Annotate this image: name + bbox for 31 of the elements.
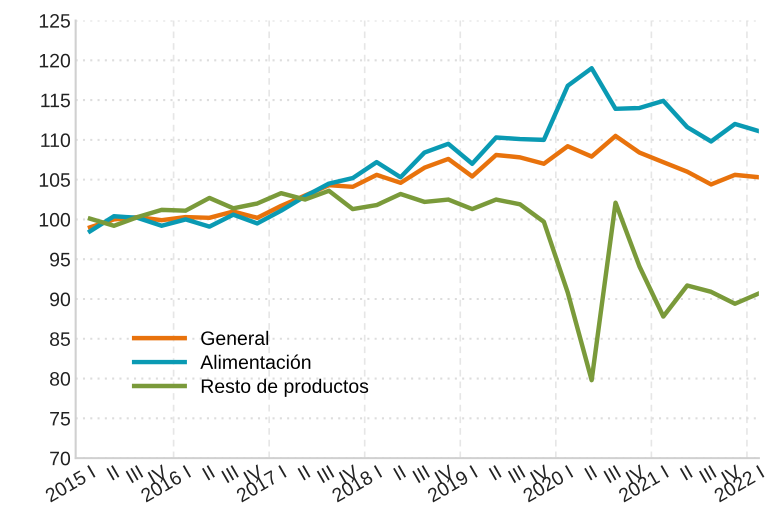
legend-label: Resto de productos bbox=[202, 378, 368, 397]
y-tick-label: 100 bbox=[40, 212, 70, 227]
y-tick-label: 110 bbox=[41, 133, 70, 148]
y-tick-label: 115 bbox=[41, 94, 70, 108]
line-series bbox=[88, 66, 759, 234]
y-tick-label: 80 bbox=[50, 372, 70, 386]
x-tick-label: II bbox=[680, 465, 693, 480]
x-tick-label: II bbox=[298, 465, 310, 480]
x-tick-label: II bbox=[488, 465, 502, 480]
x-tick-label: II bbox=[202, 465, 215, 480]
x-tick-label: 2015 I bbox=[44, 465, 96, 503]
x-tick-label: III bbox=[126, 465, 144, 484]
x-tick-label: III bbox=[316, 465, 334, 484]
x-tick-label: III bbox=[508, 465, 526, 484]
y-tick-label: 105 bbox=[40, 173, 70, 187]
legend-label: General bbox=[201, 330, 268, 346]
y-tick-label: 125 bbox=[40, 14, 70, 28]
x-tick-label: III bbox=[698, 465, 717, 484]
x-tick-label: III bbox=[221, 465, 239, 484]
x-tick-label: II bbox=[393, 465, 406, 480]
legend-label: Alimentación bbox=[200, 354, 310, 370]
y-tick-label: 75 bbox=[50, 412, 70, 426]
x-tick-label: II bbox=[106, 465, 120, 480]
x-tick-label: III bbox=[603, 465, 622, 484]
x-tick-label: II bbox=[584, 465, 598, 480]
y-tick-label: 85 bbox=[50, 332, 70, 346]
y-tick-label: 90 bbox=[50, 292, 70, 306]
y-tick-label: 120 bbox=[40, 54, 70, 68]
x-tick-label: III bbox=[412, 465, 430, 484]
y-tick-label: 95 bbox=[50, 252, 70, 266]
y-tick-label: 70 bbox=[50, 452, 70, 466]
